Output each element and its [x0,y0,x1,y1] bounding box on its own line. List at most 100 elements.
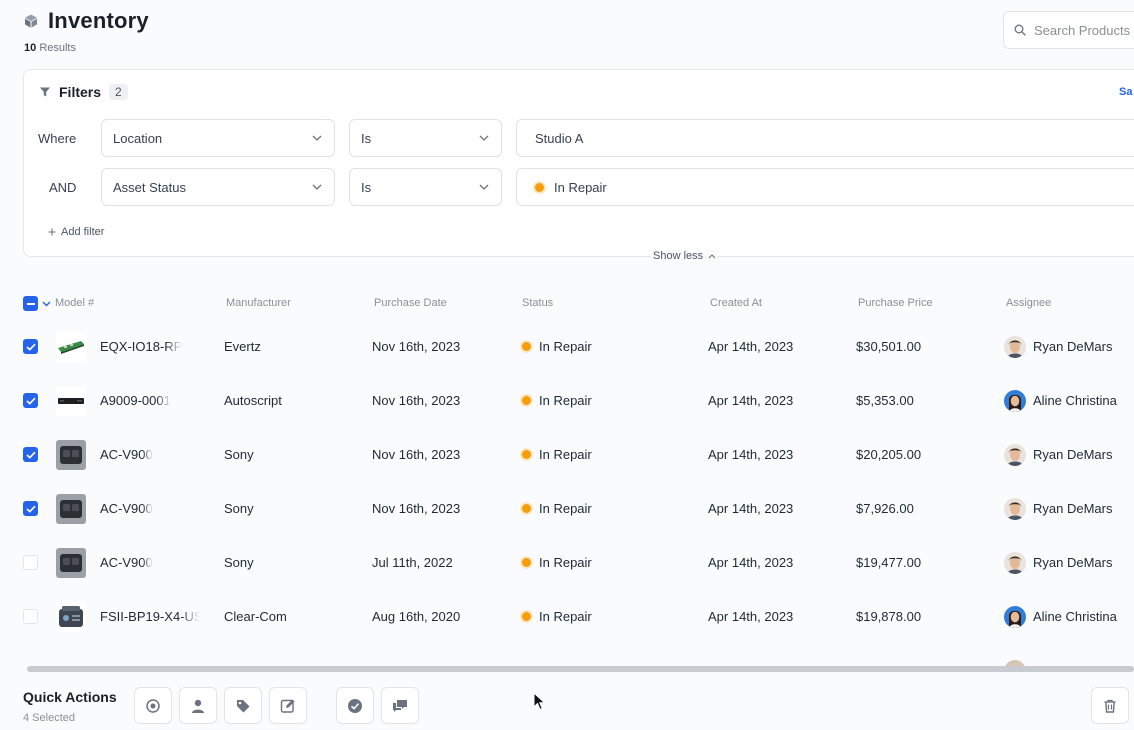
column-header-purchase-price[interactable]: Purchase Price [858,297,933,309]
purchase-date: Aug 16th, 2020 [372,609,461,624]
status-dot-icon [522,612,531,621]
purchase-price: $19,477.00 [856,555,922,570]
page-header: Inventory 10 Results [24,8,149,54]
delete-button[interactable] [1091,687,1129,724]
status-text: In Repair [539,447,592,462]
add-tag-button[interactable] [224,687,262,724]
status-text: In Repair [539,501,592,516]
tag-icon [237,699,250,712]
save-filters-link[interactable]: Sa [1119,86,1133,98]
row-checkbox[interactable] [23,447,38,462]
chevron-down-icon[interactable] [42,301,51,307]
filter-operator-select[interactable]: Is [349,168,502,206]
avatar [1004,390,1026,412]
column-header-status[interactable]: Status [522,297,554,309]
product-thumbnail [56,440,86,470]
product-thumbnail [56,548,86,578]
status-dot-icon [522,504,531,513]
select-all-checkbox[interactable] [23,296,38,311]
plus-icon [48,228,56,236]
avatar [1004,444,1026,466]
table-row[interactable]: EQX-IO18-RP Evertz Nov 16th, 2023 In Repair… [0,320,1134,374]
manufacturer: Autoscript [224,393,282,408]
show-less-button[interactable]: Show less [651,250,719,262]
created-at: Apr 14th, 2023 [708,609,794,624]
manufacturer: Evertz [224,339,261,354]
filter-icon [40,87,50,97]
table-row[interactable]: AC-V900 Sony Jul 11th, 2022 In Repair Apr 14… [0,536,1134,590]
assignee-name: Ryan DeMars [1033,447,1113,462]
status-badge: In Repair [522,447,592,462]
filter-operator-value: Is [361,179,372,195]
created-at: Apr 14th, 2023 [708,555,794,570]
filter-field-value: Location [113,130,163,146]
filter-operator-select[interactable]: Is [349,119,502,157]
row-checkbox[interactable] [23,501,38,516]
column-header-model[interactable]: Model # [55,297,95,309]
model-number[interactable]: A9009-0001 [100,393,171,408]
avatar [1004,336,1026,358]
search-input[interactable] [1034,22,1134,38]
manufacturer: Clear-Com [224,609,287,624]
column-header-manufacturer[interactable]: Manufacturer [226,297,291,309]
quick-actions-title: Quick Actions [23,689,117,705]
filter-value-input[interactable]: In Repair [516,168,1134,206]
column-header-assignee[interactable]: Assignee [1006,297,1052,309]
filter-field-select[interactable]: Location [101,119,335,157]
assign-user-button[interactable] [179,687,217,724]
horizontal-scrollbar[interactable] [27,666,1134,672]
model-number[interactable]: FSII-BP19-X4-US [100,609,200,624]
quick-actions-bar: Quick Actions 4 Selected [23,689,117,724]
set-location-button[interactable] [134,687,172,724]
created-at: Apr 14th, 2023 [708,447,794,462]
table-row[interactable]: FSII-BP19-X4-US Clear-Com Aug 16th, 2020 In… [0,590,1134,644]
model-number[interactable]: EQX-IO18-RP [100,339,183,354]
table-row[interactable]: A9009-0001 Autoscript Nov 16th, 2023 In Rep… [0,374,1134,428]
purchase-date: Nov 16th, 2023 [372,501,461,516]
filter-value-text: Studio A [535,130,584,146]
results-count: 10 Results [24,42,149,54]
manufacturer: Sony [224,501,254,516]
purchase-date: Nov 16th, 2023 [372,447,461,462]
column-header-created-at[interactable]: Created At [710,297,762,309]
search-box[interactable] [1003,11,1134,49]
purchase-price: $30,501.00 [856,339,922,354]
product-thumbnail [56,494,86,524]
row-checkbox[interactable] [23,609,38,624]
status-dot-icon [522,342,531,351]
mouse-cursor-icon [533,692,546,711]
model-number[interactable]: AC-V900 [100,447,153,462]
row-checkbox[interactable] [23,339,38,354]
created-at: Apr 14th, 2023 [708,339,794,354]
filter-field-value: Asset Status [113,179,186,195]
purchase-date: Nov 16th, 2023 [372,339,461,354]
table-row[interactable]: AC-V900 Sony Nov 16th, 2023 In Repair Apr 14… [0,428,1134,482]
status-text: In Repair [539,339,592,354]
status-text: In Repair [539,609,592,624]
row-checkbox[interactable] [23,393,38,408]
assignee-name: Aline Christina [1033,393,1117,408]
filter-field-select[interactable]: Asset Status [101,168,335,206]
table-row[interactable]: AC-V900 Sony Nov 16th, 2023 In Repair Apr 14… [0,482,1134,536]
trash-icon [1104,699,1116,713]
filter-value-input[interactable]: Studio A [516,119,1134,157]
cube-icon [25,14,37,28]
avatar [1004,498,1026,520]
purchase-price: $19,878.00 [856,609,922,624]
mark-complete-button[interactable] [336,687,374,724]
target-icon [146,698,160,713]
edit-button[interactable] [269,687,307,724]
model-number[interactable]: AC-V900 [100,501,153,516]
results-label: Results [39,42,76,54]
created-at: Apr 14th, 2023 [708,501,794,516]
filter-prefix-where: Where [38,131,77,146]
row-checkbox[interactable] [23,555,38,570]
model-number[interactable]: AC-V900 [100,555,153,570]
add-filter-button[interactable]: Add filter [48,226,104,238]
chevron-up-icon [708,253,716,258]
assignee-name: Ryan DeMars [1033,501,1113,516]
column-header-purchase-date[interactable]: Purchase Date [374,297,447,309]
check-circle-icon [348,698,362,713]
comment-button[interactable] [381,687,419,724]
purchase-date: Nov 16th, 2023 [372,393,461,408]
